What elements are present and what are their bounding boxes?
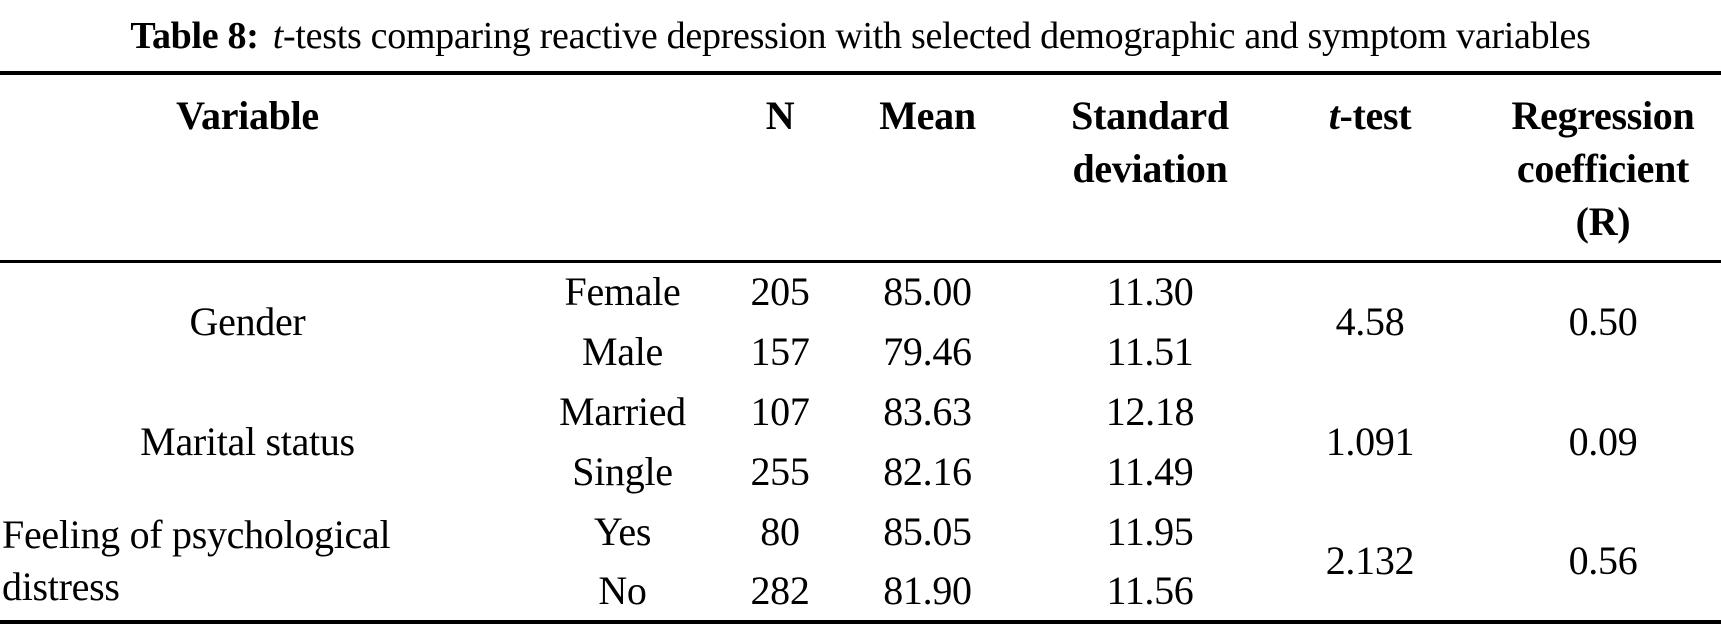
mean-cell: 85.05 <box>883 508 972 554</box>
variable-cell-psychological-distress: Feeling of psychological distress <box>2 511 391 609</box>
header-n: N <box>765 93 795 138</box>
sd-cell: 11.30 <box>1106 269 1194 315</box>
sd-cell: 11.95 <box>1106 508 1194 554</box>
header-t-test: t-test <box>1255 73 1485 262</box>
header-variable: Variable <box>176 93 319 138</box>
variable-cell-gender: Gender <box>189 299 306 345</box>
mean-cell: 79.46 <box>883 328 972 374</box>
header-sd-line1: Standard <box>1071 93 1229 138</box>
table-row: Single 255 82.16 11.49 <box>0 442 1721 502</box>
sd-cell: 11.49 <box>1106 448 1194 494</box>
regression-cell: 0.56 <box>1568 537 1638 583</box>
table-row: No 282 81.90 11.56 <box>0 562 1721 622</box>
mean-cell: 85.00 <box>883 269 972 315</box>
t-test-cell: 2.132 <box>1325 537 1415 583</box>
n-cell: 282 <box>750 567 810 613</box>
mean-cell: 83.63 <box>883 388 972 434</box>
t-test-table: Variable N Mean Standard deviation t-tes… <box>0 71 1721 624</box>
table-caption-text: -tests comparing reactive depression wit… <box>283 14 1591 57</box>
header-regression-coefficient: Regression coefficient (R) <box>1485 73 1721 262</box>
t-test-cell: 4.58 <box>1335 299 1405 345</box>
header-sd-line2: deviation <box>1072 146 1228 191</box>
header-regression-line1: Regression <box>1511 93 1695 138</box>
table-row: Gender Female 205 85.00 11.30 4.58 0.50 <box>0 262 1721 344</box>
table-caption-italic-t: t <box>272 14 284 57</box>
header-t-test-italic: t <box>1328 93 1340 138</box>
n-cell: 205 <box>750 269 810 315</box>
mean-cell: 82.16 <box>883 448 972 494</box>
table-caption: Table 8: t -tests comparing reactive depr… <box>0 0 1721 71</box>
variable-cell-marital-status: Marital status <box>140 418 355 464</box>
category-cell: Single <box>572 448 673 494</box>
regression-cell: 0.09 <box>1568 418 1638 464</box>
table-caption-label: Table 8: <box>130 14 268 57</box>
category-cell: No <box>598 567 647 613</box>
n-cell: 80 <box>760 508 800 554</box>
category-cell: Male <box>582 328 663 374</box>
header-row: Variable N Mean Standard deviation t-tes… <box>0 73 1721 262</box>
category-cell: Female <box>564 269 681 315</box>
table-row: Male 157 79.46 11.51 <box>0 322 1721 382</box>
table-row: Feeling of psychological distress Yes 80… <box>0 502 1721 609</box>
header-category <box>495 73 750 262</box>
n-cell: 255 <box>750 448 810 494</box>
sd-cell: 11.56 <box>1106 567 1194 613</box>
regression-cell: 0.50 <box>1568 299 1638 345</box>
header-standard-deviation: Standard deviation <box>1045 73 1255 262</box>
sd-cell: 12.18 <box>1105 388 1195 434</box>
mean-cell: 81.90 <box>883 567 972 613</box>
n-cell: 157 <box>750 328 810 374</box>
category-cell: Yes <box>593 508 652 554</box>
table-row: Marital status Married 107 83.63 12.18 1… <box>0 382 1721 464</box>
header-regression-line2: coefficient <box>1516 146 1690 191</box>
n-cell: 107 <box>750 388 810 434</box>
header-regression-line3: (R) <box>1575 199 1631 244</box>
sd-cell: 11.51 <box>1106 328 1194 374</box>
category-cell: Married <box>559 388 686 434</box>
header-mean: Mean <box>879 93 976 138</box>
t-test-cell: 1.091 <box>1325 418 1415 464</box>
header-t-test-rest: -test <box>1339 93 1412 138</box>
